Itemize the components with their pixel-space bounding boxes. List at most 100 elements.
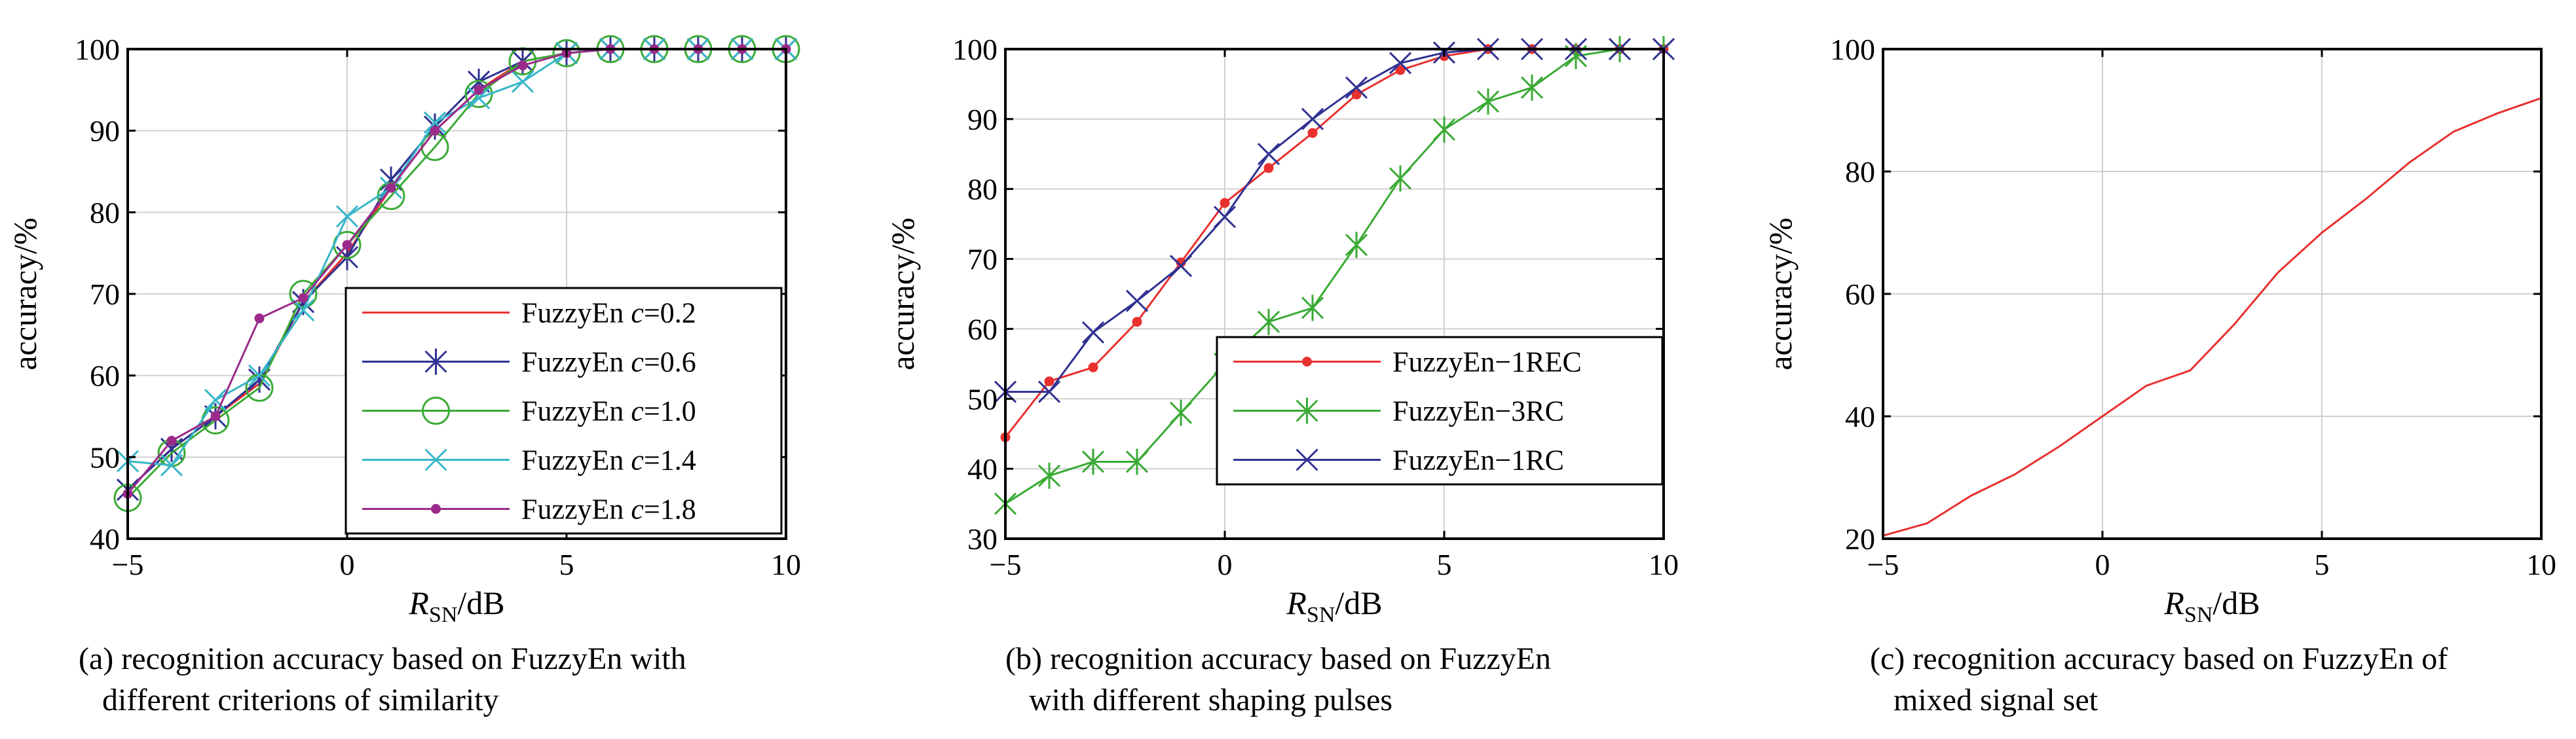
data-point xyxy=(291,298,315,321)
data-point xyxy=(335,205,359,228)
x-tick-label: −5 xyxy=(112,548,144,581)
data-point xyxy=(1351,89,1362,99)
data-point xyxy=(254,313,265,323)
data-point xyxy=(1395,65,1406,75)
x-tick-label: 5 xyxy=(2315,548,2330,581)
y-tick-label: 80 xyxy=(967,173,998,206)
figure-caption-line-1: (c) recognition accuracy based on FuzzyE… xyxy=(1870,641,2448,676)
y-axis-label: accuracy/% xyxy=(1762,217,1799,370)
data-point xyxy=(1088,362,1098,372)
data-point-stroke xyxy=(335,205,359,228)
data-point xyxy=(1169,399,1193,426)
data-point xyxy=(166,435,177,446)
data-point xyxy=(1037,380,1061,403)
x-tick-label: 10 xyxy=(1649,548,1679,581)
x-tick-label: 0 xyxy=(2095,548,2110,581)
data-point-stroke xyxy=(1257,143,1280,166)
data-point xyxy=(289,279,318,308)
data-point-stroke xyxy=(1169,255,1193,278)
data-point xyxy=(474,84,484,95)
y-tick-label: 60 xyxy=(1845,278,1875,311)
legend-label: FuzzyEn c=0.2 xyxy=(521,297,696,329)
y-tick-label: 90 xyxy=(967,103,998,136)
y-tick-label: 80 xyxy=(1845,155,1875,189)
y-tick-label: 100 xyxy=(952,33,998,66)
y-tick-label: 50 xyxy=(90,441,120,474)
data-point xyxy=(1345,232,1368,259)
data-point xyxy=(298,293,308,303)
data-point xyxy=(248,364,271,387)
data-point xyxy=(1301,295,1324,321)
legend-label: FuzzyEn−3RC xyxy=(1392,395,1564,427)
y-tick-label: 100 xyxy=(1830,33,1875,66)
figure-caption-line-2: with different shaping pulses xyxy=(1029,683,1392,717)
data-point xyxy=(1432,116,1456,143)
figure-caption-line-2: mixed signal set xyxy=(1894,683,2099,717)
data-point xyxy=(1257,308,1280,335)
data-point xyxy=(1520,74,1544,101)
data-point-stroke xyxy=(204,389,227,412)
y-tick-label: 40 xyxy=(90,522,120,556)
data-point xyxy=(517,60,528,71)
data-point xyxy=(1125,289,1149,312)
x-tick-label: 0 xyxy=(1218,548,1233,581)
data-point-stroke xyxy=(423,111,447,134)
data-point-stroke xyxy=(1125,289,1149,312)
data-point xyxy=(1081,321,1105,344)
data-point-stroke xyxy=(291,298,315,321)
legend-marker xyxy=(422,397,450,425)
legend-marker xyxy=(1296,448,1318,471)
data-point-stroke xyxy=(511,70,534,93)
data-point xyxy=(1213,206,1237,228)
data-point xyxy=(1263,163,1274,173)
data-point xyxy=(160,454,183,477)
legend: FuzzyEn−1REC FuzzyEn−3RC FuzzyEn−1RC xyxy=(1216,336,1664,486)
x-axis-label: RSN/dB xyxy=(1286,585,1382,627)
data-point xyxy=(1301,107,1324,130)
x-axis-label: RSN/dB xyxy=(2163,585,2260,627)
x-tick-label: 5 xyxy=(1437,548,1452,581)
data-point xyxy=(511,70,534,93)
figure-caption-line-1: (b) recognition accuracy based on FuzzyE… xyxy=(1005,641,1551,676)
figure-caption-line-1: (a) recognition accuracy based on FuzzyE… xyxy=(79,641,686,676)
x-tick-label: −5 xyxy=(990,548,1022,581)
y-axis-label: accuracy/% xyxy=(7,217,43,370)
x-tick-label: 10 xyxy=(2526,548,2556,581)
legend-label: FuzzyEn c=1.0 xyxy=(521,395,696,427)
data-point xyxy=(1132,317,1142,327)
data-point xyxy=(1044,376,1055,387)
legend-marker xyxy=(1296,397,1318,424)
data-point xyxy=(210,411,221,422)
chart-3: −5 0 5 10 20 40 60 80 100 RSN/dB accuracy/% (c) rec… xyxy=(1762,33,2556,717)
y-tick-label: 90 xyxy=(90,115,120,148)
data-point xyxy=(1081,448,1105,475)
y-tick-label: 80 xyxy=(90,196,120,229)
series-2 xyxy=(994,36,1675,517)
legend-label: FuzzyEn c=1.4 xyxy=(521,444,696,477)
legend-marker xyxy=(424,348,447,375)
data-point xyxy=(430,126,440,136)
legend-label: FuzzyEn c=0.6 xyxy=(521,346,696,378)
y-tick-label: 70 xyxy=(967,243,998,276)
data-point xyxy=(1389,165,1412,192)
y-tick-label: 40 xyxy=(967,452,998,486)
legend-marker-stroke xyxy=(424,448,447,471)
y-tick-label: 60 xyxy=(967,312,998,346)
series-line xyxy=(1882,97,2542,537)
data-point xyxy=(1345,76,1368,99)
legend-label: FuzzyEn−1REC xyxy=(1392,346,1582,378)
data-point xyxy=(1476,88,1500,115)
x-tick-label: 5 xyxy=(559,548,574,581)
data-point-stroke xyxy=(248,364,271,387)
data-point xyxy=(423,111,447,134)
data-point-stroke xyxy=(1213,206,1237,228)
legend-marker xyxy=(1302,357,1312,367)
x-axis-label: RSN/dB xyxy=(408,585,504,627)
data-point-stroke xyxy=(1037,380,1061,403)
x-tick-label: 0 xyxy=(340,548,355,581)
legend-marker xyxy=(431,504,441,514)
data-point xyxy=(204,389,227,412)
y-tick-label: 70 xyxy=(90,278,120,311)
data-point xyxy=(1037,462,1061,489)
y-tick-label: 100 xyxy=(75,33,120,66)
